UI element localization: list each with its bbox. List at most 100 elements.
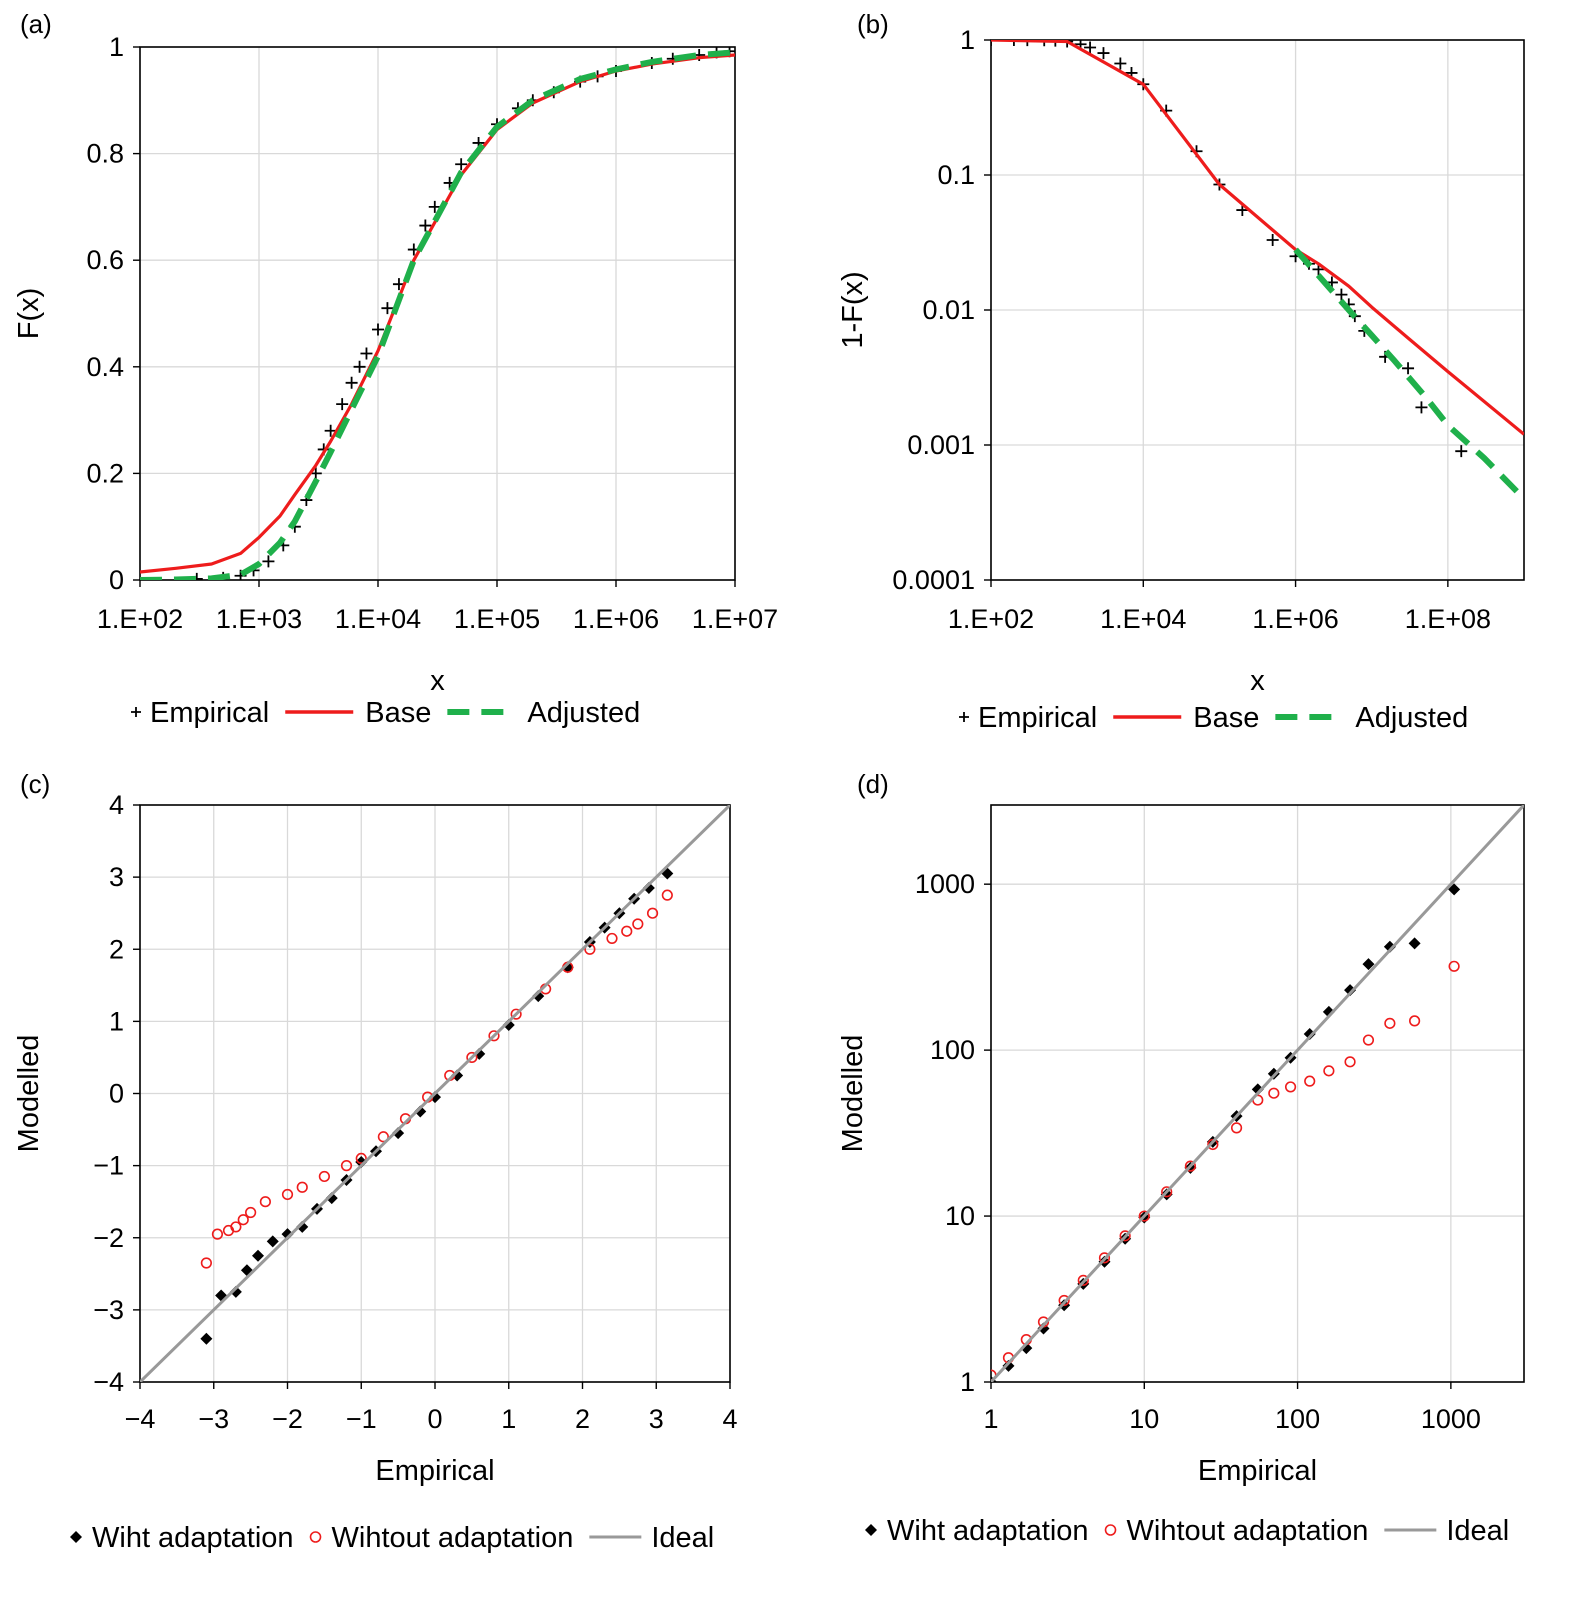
y-tick-label: 0 [109,565,124,595]
y-tick-label: 3 [109,862,124,892]
series-base-line [991,40,1524,436]
x-axis-label: x [1250,665,1265,697]
empirical-point [262,555,275,568]
without-adaptation-point [1323,1065,1335,1077]
with-adaptation-point [266,1235,279,1248]
without-adaptation-point [1058,1294,1070,1307]
x-tick-label: 1.E+07 [692,604,778,634]
with-adaptation-point [414,1105,427,1118]
x-tick-label: 100 [1275,1404,1320,1434]
empirical-point [1402,362,1415,375]
without-adaptation-point [355,1152,367,1165]
x-tick-label: 1.E+08 [1405,604,1491,634]
with-adaptation-point [229,1285,242,1298]
y-tick-label: 0.0001 [892,565,975,595]
without-adaptation-point [1138,1210,1150,1222]
without-adaptation-point [466,1051,478,1064]
series-adjusted-line [140,49,735,580]
panel-b: (b) 1.E+02 1.E+04 1.E+06 1.E+08 0.0001 0.001 0.… [837,9,1525,734]
y-tick-label: 0 [109,1079,124,1109]
without-adaptation-point [1161,1186,1173,1198]
with-adaptation-point [1408,937,1421,950]
without-adaptation-point [1304,1075,1316,1087]
with-adaptation-point [502,1018,515,1031]
empirical-point [1415,401,1428,414]
without-adaptation-point [621,925,633,937]
gridlines [990,39,1524,581]
panel-d: (d) 1 10 100 1000 1 10 100 1000 Empirical Modelled… [837,769,1525,1547]
without-adaptation-point [1284,1081,1297,1093]
x-tick-label: 0 [427,1404,442,1434]
without-adaptation-point [632,918,644,930]
with-adaptation-point [1448,883,1461,896]
legend-label: Empirical [150,697,269,729]
plot-area [991,40,1524,501]
y-tick-label: −2 [93,1223,124,1253]
x-axis-label: x [430,665,445,697]
without-adaptation-point [245,1206,257,1219]
empirical-point [345,376,358,389]
y-axis-label: 1-F(x) [837,271,869,348]
without-adaptation-point [340,1160,353,1172]
without-adaptation-point [1098,1252,1111,1264]
legend-label: Wiht adaptation [887,1515,1089,1547]
y-tick-label: 1 [109,32,124,62]
without-adaptation-point [584,943,596,955]
y-tick-label: 0.6 [86,245,124,275]
x-tick-label: −1 [346,1404,377,1434]
with-adaptation-point [296,1220,309,1233]
x-tick-label: −3 [198,1404,229,1434]
empirical-point [1114,57,1127,70]
with-adaptation-point [355,1156,368,1169]
with-adaptation-point [392,1127,405,1140]
y-tick-label: 0.01 [922,295,975,325]
with-adaptation-point [1383,940,1396,953]
empirical-point [1455,445,1468,458]
legend-label: Base [365,697,431,729]
with-adaptation-point [325,1192,338,1205]
legend-plus-marker [959,712,969,722]
with-adaptation-point [1344,984,1357,997]
without-adaptation-point [1384,1017,1396,1029]
plot-frame [139,46,736,581]
x-tick-label: 10 [1129,1404,1159,1434]
legend-label: Ideal [1446,1515,1509,1547]
empirical-point [324,424,337,437]
without-adaptation-point [1344,1056,1356,1068]
legend-label: Base [1193,702,1259,734]
x-tick-label: 1.E+04 [335,604,421,634]
legend-label: Adjusted [1355,702,1468,734]
with-adaptation-point [1303,1028,1316,1041]
with-adaptation-point [642,881,655,894]
y-tick-label: 0.1 [937,160,975,190]
empirical-point [336,398,349,411]
y-axis-label: F(x) [13,288,45,340]
x-tick-label: −4 [125,1404,156,1434]
x-tick-label: 1.E+06 [573,604,659,634]
empirical-point [1335,288,1348,301]
with-adaptation-point [281,1228,294,1241]
y-tick-label: −1 [93,1151,124,1181]
x-tick-label: 3 [649,1404,664,1434]
without-adaptation-point [211,1228,224,1240]
without-adaptation-point [318,1170,330,1183]
without-adaptation-point [1448,960,1460,972]
x-tick-label: 1 [501,1404,516,1434]
empirical-point [372,323,384,336]
plot-area [991,805,1524,1382]
y-tick-label: 0.2 [86,458,124,488]
gridlines [139,46,736,581]
y-axis-label: Modelled [837,1035,869,1153]
legend-circle-marker [309,1531,322,1543]
x-tick-label: 2 [575,1404,590,1434]
legend-label: Wiht adaptation [92,1522,294,1554]
y-tick-label: 2 [109,934,124,964]
legend-diamond-marker [865,1524,877,1536]
series-ideal-line [991,805,1524,1382]
without-adaptation-point [281,1188,294,1201]
panel-c: (c) −4 −3 −2 −1 0 1 2 3 4 −4 −3 −2 −1 0 1 2 3 4 Empirical Mo… [13,769,738,1554]
empirical-point [1266,234,1279,247]
legend: Empirical Base Adjusted [131,697,640,729]
empirical-point [419,219,432,232]
empirical-point [455,158,468,171]
